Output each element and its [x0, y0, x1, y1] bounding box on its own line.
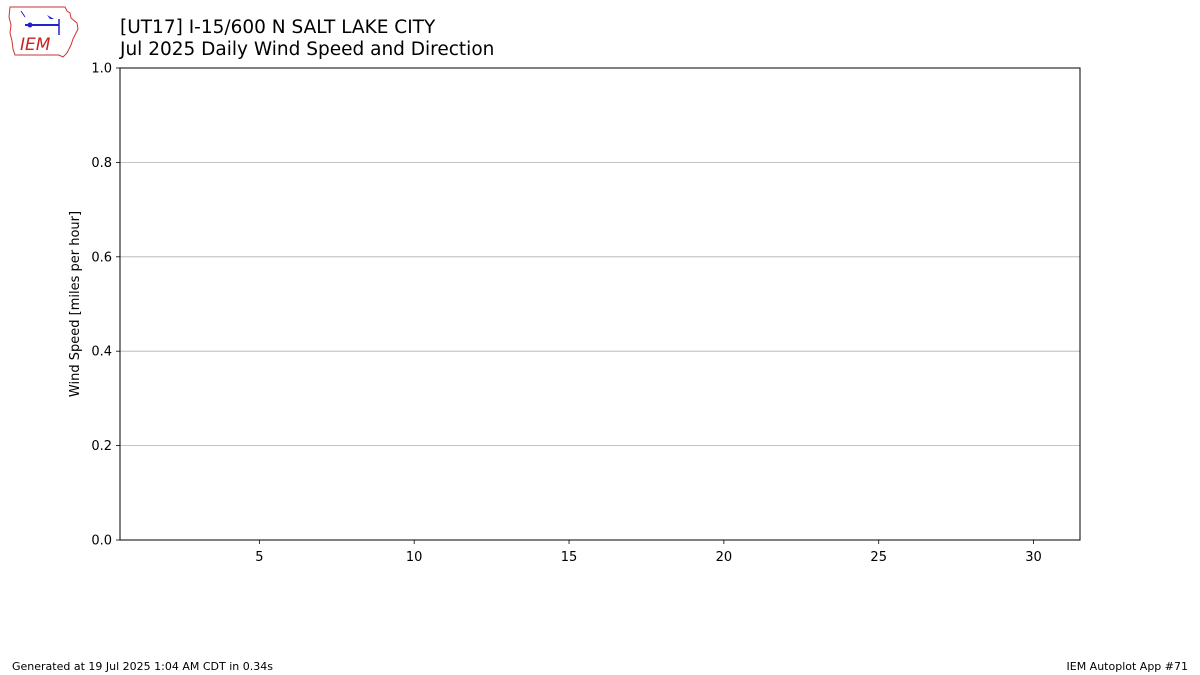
iowa-outline [8, 6, 79, 58]
y-tick-label: 0.2 [91, 439, 112, 454]
chart-title-line2: Jul 2025 Daily Wind Speed and Direction [120, 39, 495, 60]
y-tick-label: 0.0 [91, 534, 112, 549]
x-tick-label: 15 [561, 550, 578, 565]
y-axis-label: Wind Speed [miles per hour] [68, 211, 83, 397]
y-axis-ticks: 0.0 0.2 0.4 0.6 0.8 1.0 [91, 62, 120, 549]
y-tick-label: 0.8 [91, 156, 112, 171]
y-tick-label: 1.0 [91, 62, 112, 77]
logo-text: IEM [20, 35, 51, 55]
iem-logo: IEM [8, 6, 79, 58]
x-tick-label: 20 [716, 550, 733, 565]
x-tick-label: 5 [255, 550, 263, 565]
x-tick-label: 25 [870, 550, 887, 565]
y-tick-label: 0.4 [91, 345, 112, 360]
y-tick-label: 0.6 [91, 250, 112, 265]
app-credit: IEM Autoplot App #71 [1066, 660, 1189, 673]
x-tick-label: 30 [1025, 550, 1042, 565]
chart-title-line1: [UT17] I-15/600 N SALT LAKE CITY [120, 17, 436, 38]
generated-timestamp: Generated at 19 Jul 2025 1:04 AM CDT in … [12, 660, 273, 673]
grid-lines [120, 161, 1080, 447]
plot-area-frame [119, 67, 1081, 541]
x-axis-ticks: 5 10 15 20 25 30 [255, 540, 1042, 565]
x-tick-label: 10 [406, 550, 423, 565]
